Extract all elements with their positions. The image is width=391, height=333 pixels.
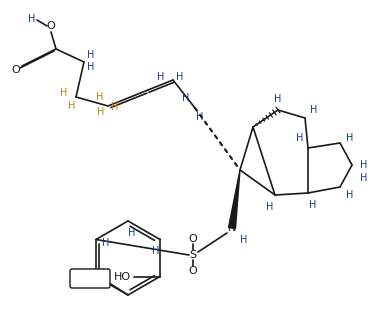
Text: H: H [346,133,354,143]
Text: H: H [176,72,184,82]
Text: H: H [102,267,109,277]
Text: H: H [111,102,119,112]
Text: H: H [196,112,204,122]
Polygon shape [228,170,240,228]
Text: H: H [128,228,136,238]
Text: HO: HO [113,271,131,281]
Text: H: H [102,238,109,248]
FancyBboxPatch shape [70,269,110,288]
Text: H: H [182,93,190,103]
Text: O: O [12,65,20,75]
Text: H: H [240,235,248,245]
Text: H: H [87,50,95,60]
Text: S: S [189,250,197,260]
Text: H: H [346,190,354,200]
Text: H: H [68,101,76,111]
Text: H: H [87,62,95,72]
Text: Abs: Abs [81,272,99,282]
Text: O: O [188,266,197,276]
Text: H: H [96,92,104,102]
Text: H: H [310,105,318,115]
Text: H: H [309,200,317,210]
Text: H: H [361,160,368,170]
Text: H: H [361,173,368,183]
Text: N: N [228,223,236,233]
Text: H: H [157,72,165,82]
Text: H: H [60,88,68,98]
Text: H: H [28,14,36,24]
Text: O: O [47,21,56,31]
Text: H: H [97,107,105,117]
Text: H: H [266,202,274,212]
Text: H: H [152,246,160,256]
Text: O: O [188,234,197,244]
Text: H: H [296,133,304,143]
Text: H: H [274,94,282,104]
